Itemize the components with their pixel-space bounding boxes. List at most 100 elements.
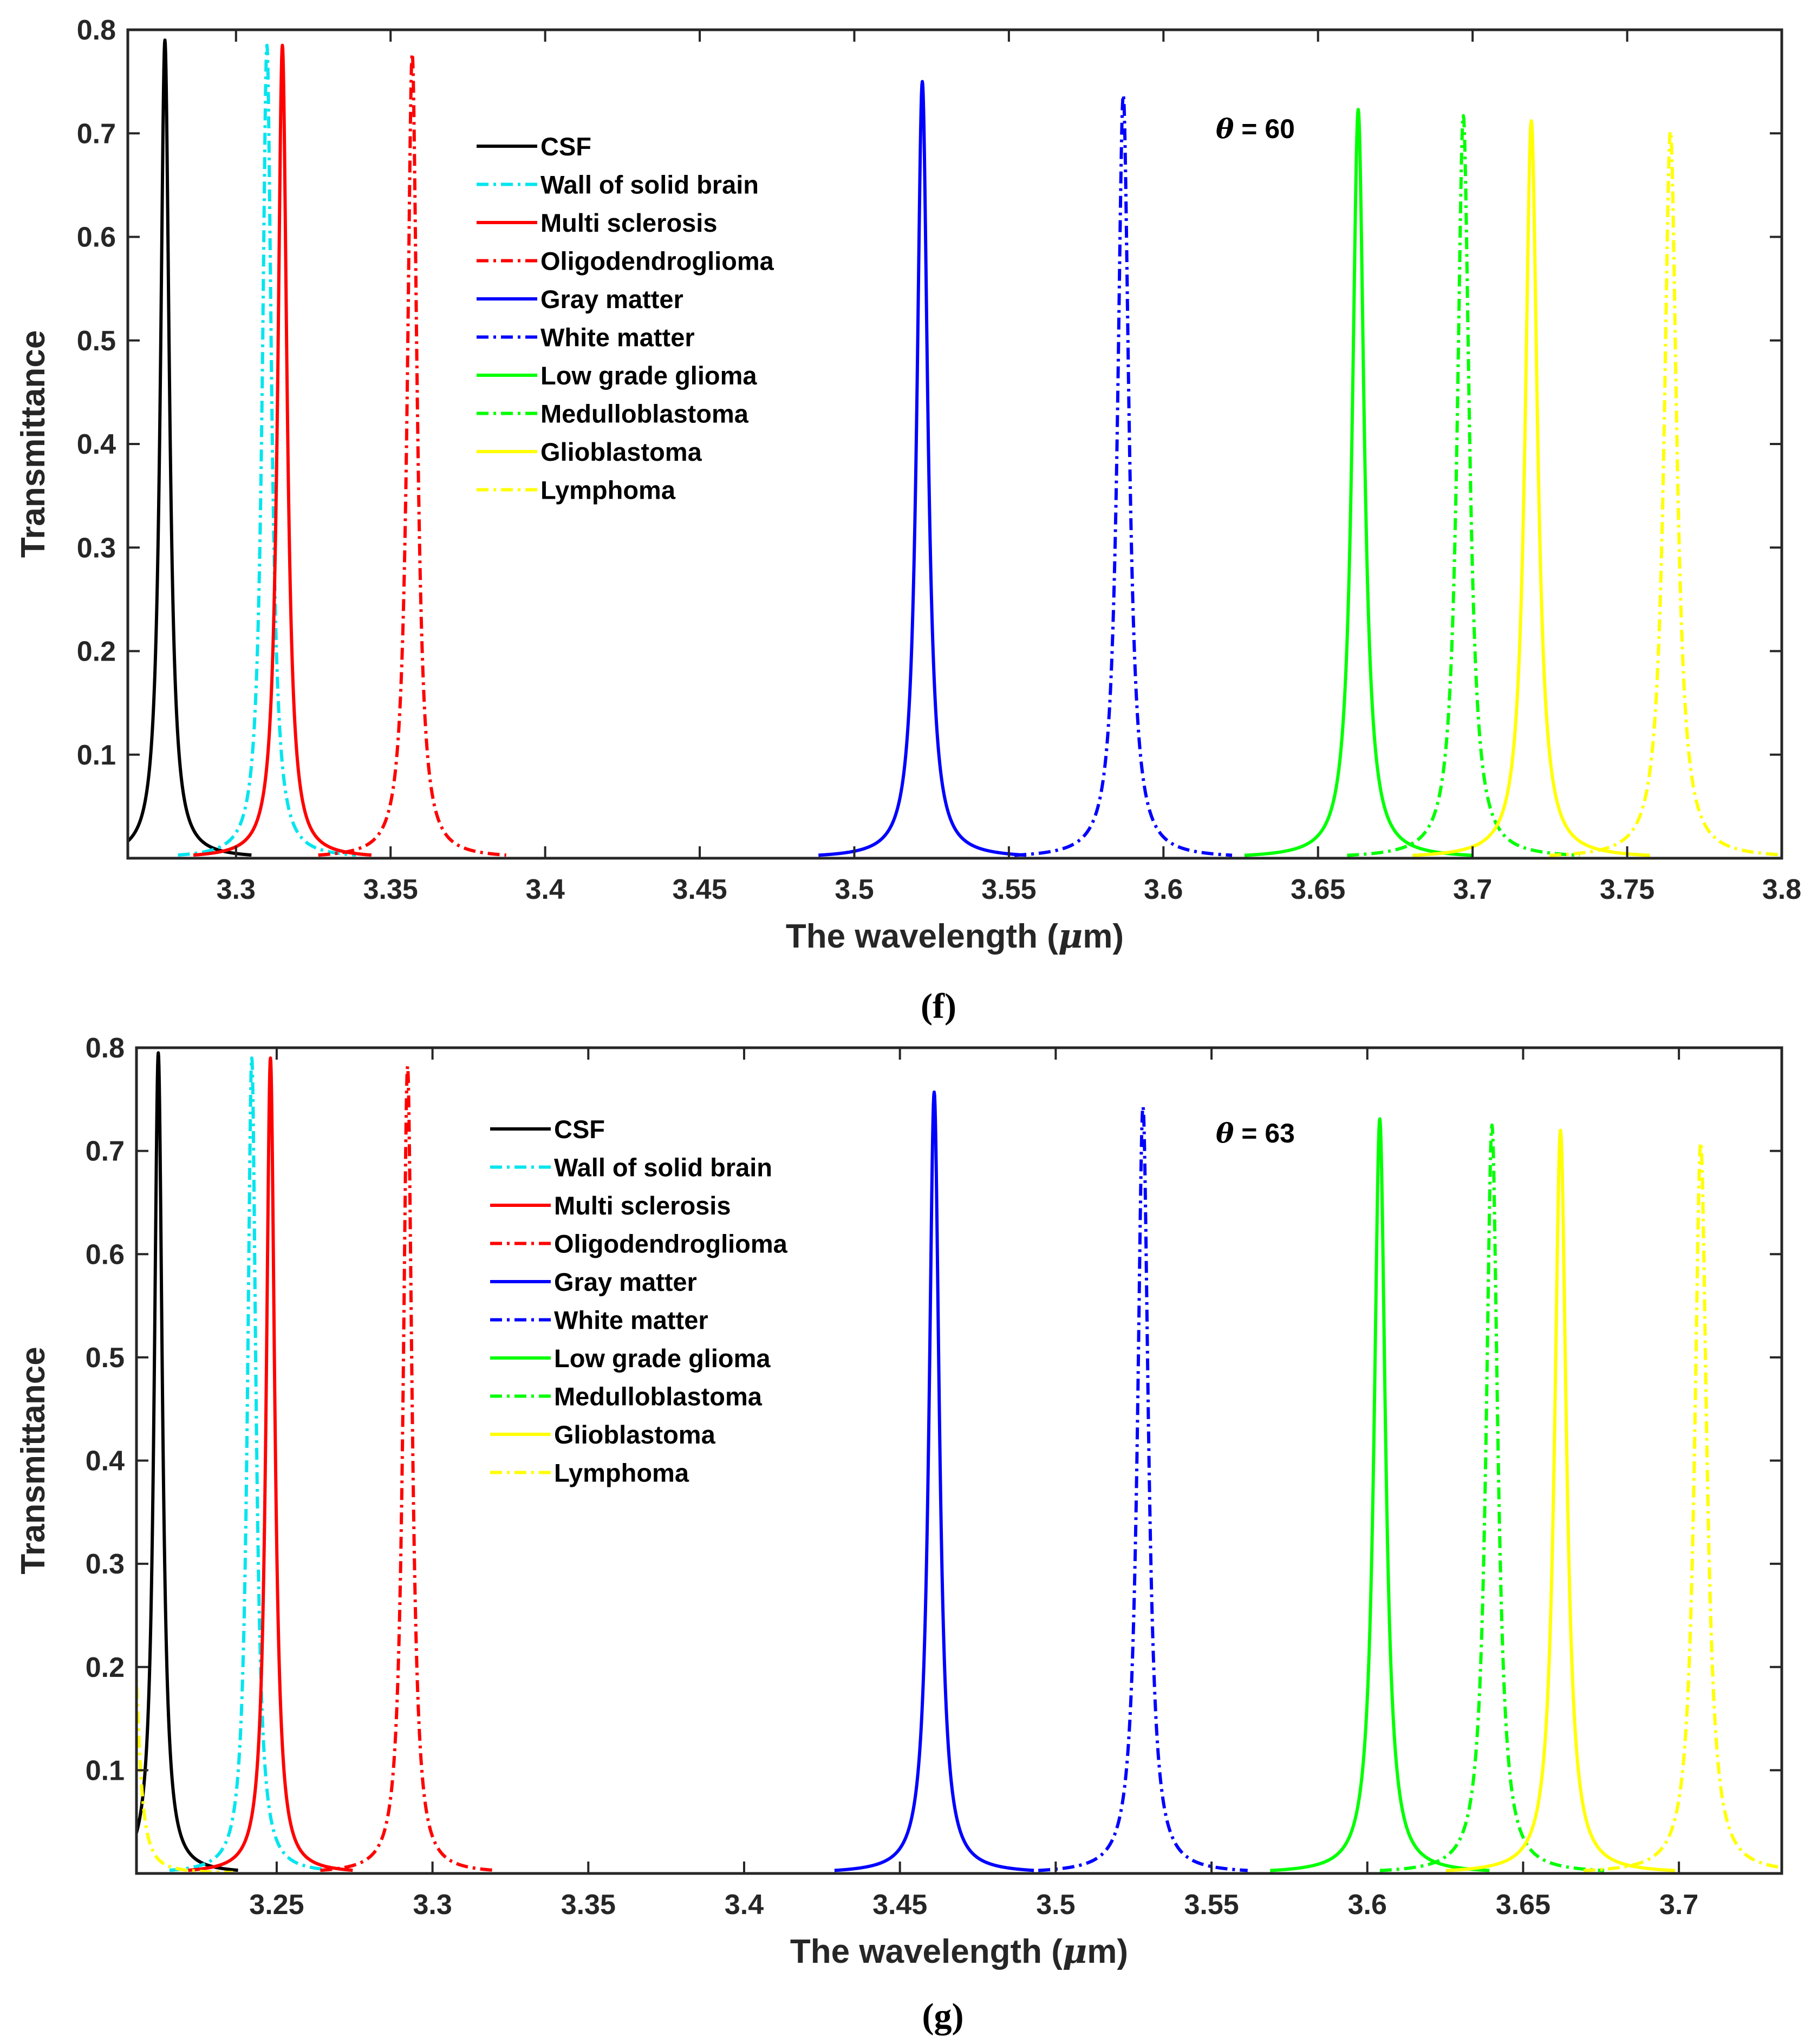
y-axis: 0.1 0.2 0.3 0.4 0.5 0.6 0.7 0.8	[77, 15, 1782, 771]
x-tick-label: 3.45	[872, 1889, 927, 1921]
theta-annotation: θ = 63	[1216, 1117, 1295, 1149]
y-tick-label: 0.2	[86, 1652, 125, 1683]
x-tick-label: 3.7	[1453, 874, 1492, 905]
legend-label-multi-sclerosis: Multi sclerosis	[540, 208, 718, 237]
x-tick-label: 3.5	[1036, 1889, 1075, 1921]
x-axis-label-mu: μ	[1063, 1931, 1087, 1971]
y-tick-label: 0.8	[86, 1033, 125, 1064]
legend-label-lymphoma: Lymphoma	[554, 1459, 689, 1487]
y-tick-label: 0.1	[86, 1755, 125, 1786]
curves	[136, 1051, 1782, 1873]
legend-label-low-grade-glioma: Low grade glioma	[540, 361, 757, 390]
x-axis-label-prefix: The wavelength (	[786, 918, 1058, 955]
legend-label-multi-sclerosis: Multi sclerosis	[554, 1191, 731, 1220]
x-axis: 3.25 3.3 3.35 3.4 3.45 3.5 3.55 3.6 3.65 3.7	[249, 1048, 1698, 1921]
panel-label: (f)	[921, 987, 956, 1026]
legend: CSF Wall of solid brain Multi sclerosis Oli…	[490, 1115, 788, 1487]
y-tick-label: 0.7	[77, 118, 116, 149]
x-axis-label-suffix: m)	[1083, 918, 1124, 955]
series-line-oligodendroglioma	[319, 1065, 497, 1872]
y-tick-label: 0.6	[86, 1239, 125, 1270]
legend-label-glioblastoma: Glioblastoma	[540, 437, 702, 466]
legend-label-wall-of-solid-brain: Wall of solid brain	[540, 171, 759, 199]
y-axis-label: Transmittance	[15, 330, 52, 558]
series-line-lymphoma-lower-order-tail	[136, 1644, 234, 1873]
series-line-gray-matter	[833, 1090, 1035, 1872]
series-line-multi-sclerosis	[192, 43, 373, 857]
y-axis-label: Transmittance	[15, 1347, 52, 1574]
x-axis-label-suffix: m)	[1087, 1933, 1128, 1970]
x-axis-label: The wavelength (μm)	[786, 916, 1124, 956]
legend-label-low-grade-glioma: Low grade glioma	[554, 1344, 771, 1373]
legend-label-oligodendroglioma: Oligodendroglioma	[540, 247, 774, 276]
legend-label-white-matter: White matter	[554, 1306, 708, 1335]
legend-label-medulloblastoma: Medulloblastoma	[540, 400, 749, 428]
x-tick-label: 3.55	[1184, 1889, 1239, 1921]
x-axis-label: The wavelength (μm)	[790, 1931, 1128, 1971]
legend-label-oligodendroglioma: Oligodendroglioma	[554, 1230, 788, 1258]
series-line-lymphoma	[1582, 1141, 1782, 1872]
panel-g: 3.25 3.3 3.35 3.4 3.45 3.5 3.55 3.6 3.65 3.70.10.…	[15, 1033, 1783, 2036]
panel-f: 3.3 3.35 3.4 3.45 3.5 3.55 3.6 3.65 3.7 3.75 3.8 0.…	[15, 15, 1801, 1026]
x-tick-label: 3.45	[672, 874, 727, 905]
y-tick-label: 0.5	[86, 1342, 125, 1374]
x-tick-label: 3.4	[725, 1889, 764, 1921]
series-line-multi-sclerosis	[187, 1056, 354, 1872]
x-axis: 3.3 3.35 3.4 3.45 3.5 3.55 3.6 3.65 3.7 3.75 3.8	[217, 30, 1801, 905]
x-tick-label: 3.6	[1348, 1889, 1387, 1921]
legend-label-lymphoma: Lymphoma	[540, 476, 676, 505]
series-line-wall-of-solid-brain	[177, 43, 357, 857]
x-tick-label: 3.6	[1144, 874, 1183, 905]
x-tick-label: 3.25	[249, 1889, 304, 1921]
legend-label-csf: CSF	[540, 132, 591, 161]
series-line-low-grade-glioma	[1243, 108, 1474, 857]
series-line-glioblastoma	[1411, 119, 1651, 857]
legend-label-white-matter: White matter	[540, 323, 695, 352]
series-line-wall-of-solid-brain	[168, 1056, 336, 1872]
series-line-medulloblastoma	[1346, 114, 1581, 857]
series-line-oligodendroglioma	[317, 51, 508, 857]
x-tick-label: 3.65	[1496, 1889, 1551, 1921]
x-tick-label: 3.55	[981, 874, 1036, 905]
series-line-gray-matter	[817, 80, 1028, 857]
theta-symbol: θ	[1216, 113, 1234, 145]
x-tick-label: 3.8	[1762, 874, 1801, 905]
series-line-white-matter	[1013, 93, 1234, 857]
legend-label-csf: CSF	[554, 1115, 605, 1144]
legend-label-wall-of-solid-brain: Wall of solid brain	[554, 1153, 772, 1182]
theta-value: = 60	[1234, 114, 1295, 144]
series-line-medulloblastoma	[1378, 1123, 1606, 1872]
series-line-lymphoma	[1548, 129, 1782, 857]
x-tick-label: 3.3	[217, 874, 256, 905]
y-tick-label: 0.3	[77, 532, 116, 564]
series-line-glioblastoma	[1444, 1128, 1677, 1872]
y-tick-label: 0.8	[77, 15, 116, 46]
legend-label-gray-matter: Gray matter	[554, 1268, 697, 1296]
y-tick-label: 0.3	[86, 1549, 125, 1580]
theta-value: = 63	[1234, 1118, 1295, 1148]
y-tick-label: 0.2	[77, 636, 116, 668]
y-tick-label: 0.7	[86, 1136, 125, 1167]
theta-annotation: θ = 60	[1216, 113, 1295, 145]
legend: CSF Wall of solid brain Multi sclerosis Oli…	[477, 132, 774, 505]
x-tick-label: 3.4	[525, 874, 564, 905]
y-tick-label: 0.5	[77, 325, 116, 357]
x-tick-label: 3.35	[561, 1889, 616, 1921]
y-tick-label: 0.4	[77, 429, 116, 460]
y-tick-label: 0.4	[86, 1446, 125, 1477]
series-line-low-grade-glioma	[1269, 1117, 1491, 1872]
plot-frame	[135, 1046, 1783, 1875]
theta-symbol: θ	[1216, 1117, 1234, 1149]
y-tick-label: 0.1	[77, 740, 116, 771]
y-axis: 0.1 0.2 0.3 0.4 0.5 0.6 0.7 0.8	[86, 1033, 1782, 1786]
panel-label: (g)	[922, 1996, 964, 2036]
x-tick-label: 3.65	[1291, 874, 1345, 905]
x-tick-label: 3.35	[363, 874, 418, 905]
x-tick-label: 3.7	[1659, 1889, 1698, 1921]
y-tick-label: 0.6	[77, 222, 116, 253]
curves	[128, 38, 1782, 857]
x-tick-label: 3.5	[835, 874, 874, 905]
x-axis-label-prefix: The wavelength (	[790, 1933, 1063, 1970]
